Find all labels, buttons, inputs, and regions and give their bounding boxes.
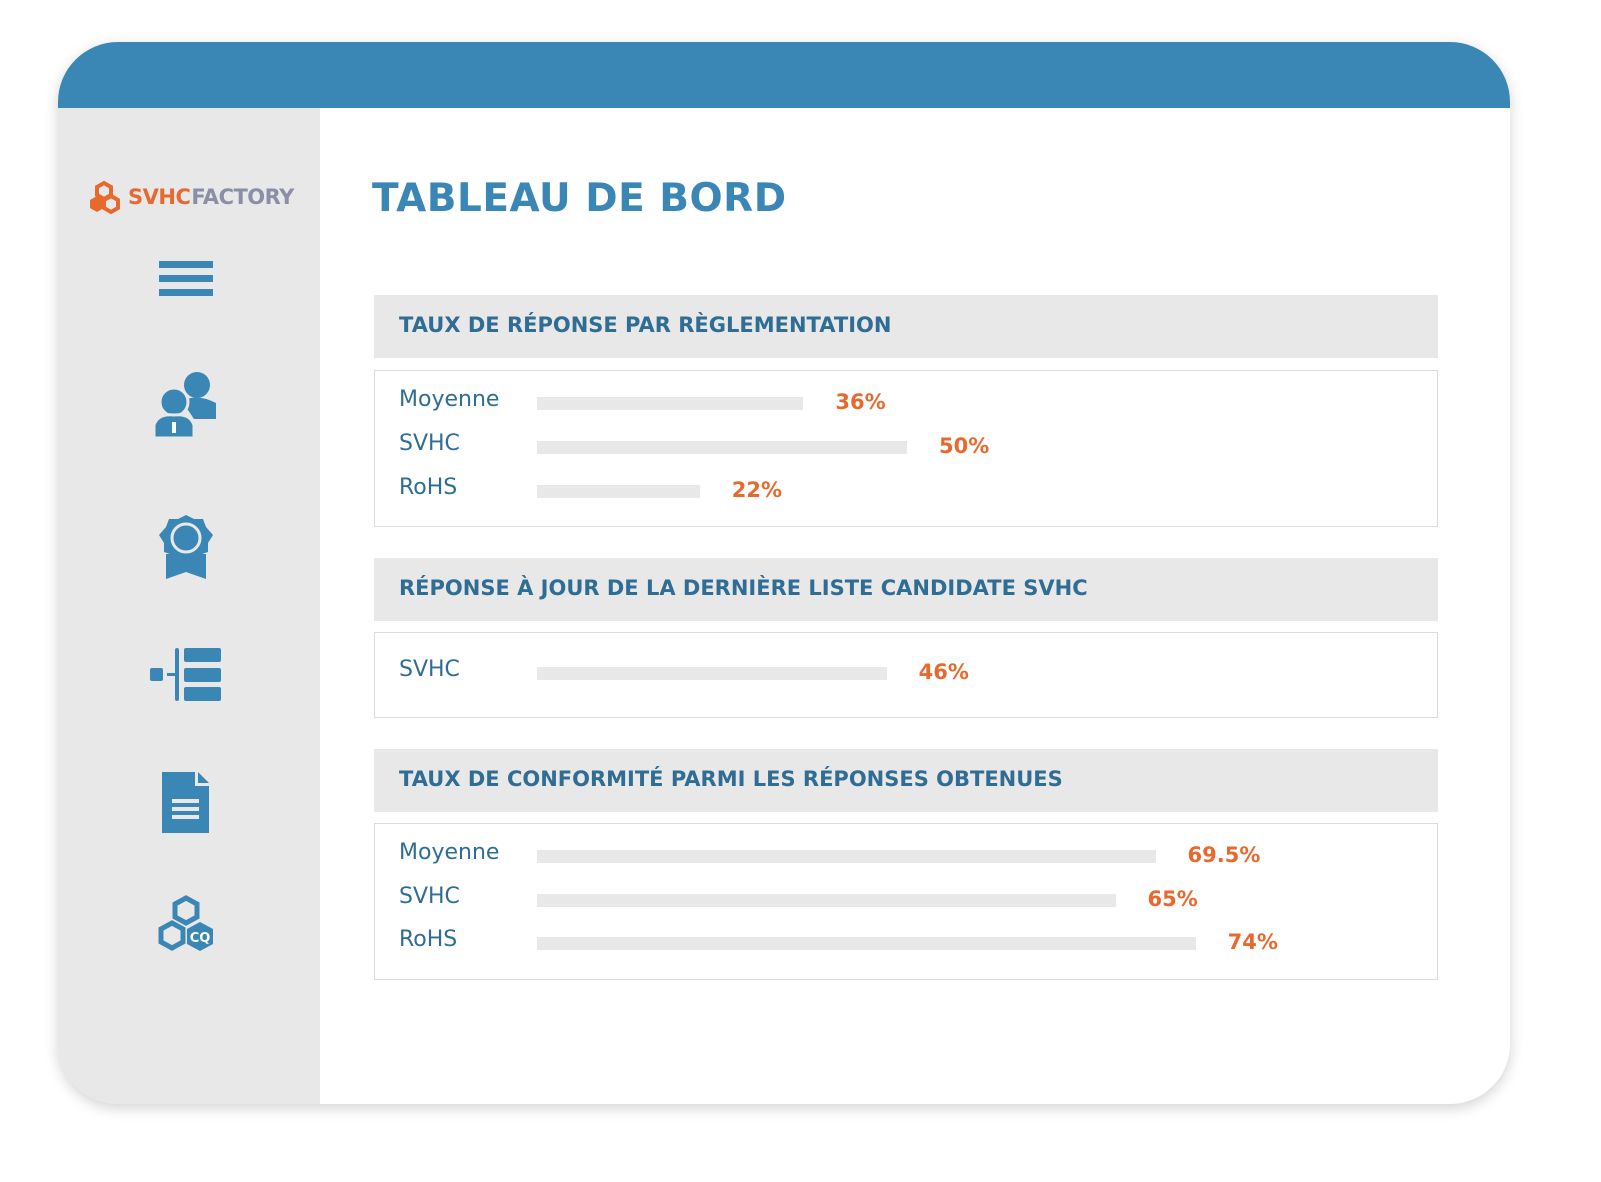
bar-label: Moyenne (399, 840, 500, 865)
svg-text:CQ: CQ (190, 931, 211, 946)
page-title: TABLEAU DE BORD (372, 176, 787, 221)
section-header-response-rate: TAUX DE RÉPONSE PAR RÈGLEMENTATION (374, 295, 1438, 358)
progress-bar (537, 441, 907, 454)
percent-value: 65% (1147, 887, 1198, 911)
bar-row: RoHS 22% (375, 475, 1437, 505)
percent-value: 74% (1227, 930, 1278, 954)
sidebar-item-hierarchy[interactable] (146, 640, 226, 710)
bar-row: SVHC 65% (375, 884, 1437, 914)
hexagon-logo-icon (90, 180, 120, 214)
top-bar (58, 42, 1510, 108)
sidebar-item-documents[interactable] (146, 768, 226, 838)
section-header-compliance-rate: TAUX DE CONFORMITÉ PARMI LES RÉPONSES OB… (374, 749, 1438, 812)
progress-bar (537, 850, 1156, 863)
sidebar-item-menu[interactable] (146, 244, 226, 314)
section-title: TAUX DE CONFORMITÉ PARMI LES RÉPONSES OB… (399, 767, 1063, 791)
progress-bar (537, 667, 887, 680)
logo[interactable]: SVHC FACTORY (86, 180, 294, 214)
sidebar-item-cq[interactable]: CQ (146, 890, 226, 960)
bar-label: SVHC (399, 657, 460, 682)
bar-row: Moyenne 36% (375, 387, 1437, 417)
bar-label: RoHS (399, 475, 458, 500)
progress-bar (537, 397, 804, 410)
progress-bar (537, 894, 1116, 907)
bar-row: SVHC 50% (375, 431, 1437, 461)
section-title: RÉPONSE À JOUR DE LA DERNIÈRE LISTE CAND… (399, 576, 1088, 600)
cq-hexagon-icon: CQ (158, 895, 213, 951)
bar-label: RoHS (399, 927, 458, 952)
section-title: TAUX DE RÉPONSE PAR RÈGLEMENTATION (399, 313, 892, 337)
section-header-candidate-list: RÉPONSE À JOUR DE LA DERNIÈRE LISTE CAND… (374, 558, 1438, 621)
bar-label: SVHC (399, 431, 460, 456)
bar-row: Moyenne 69.5% (375, 840, 1437, 870)
sidebar: SVHC FACTORY (58, 108, 320, 1104)
users-icon (154, 372, 216, 439)
tree-list-icon (150, 648, 221, 701)
progress-bar (537, 937, 1196, 950)
document-icon (162, 772, 209, 833)
sidebar-item-users[interactable] (146, 370, 226, 440)
logo-text-svhc: SVHC (128, 185, 191, 209)
dashboard-window: SVHC FACTORY (58, 42, 1510, 1104)
bar-row: RoHS 74% (375, 927, 1437, 957)
percent-value: 46% (918, 660, 969, 684)
bar-label: Moyenne (399, 387, 500, 412)
bar-row: SVHC 46% (375, 657, 1437, 687)
percent-value: 69.5% (1187, 843, 1261, 867)
logo-text-factory: FACTORY (191, 185, 294, 209)
menu-icon (159, 261, 213, 296)
certificate-icon (159, 515, 213, 579)
percent-value: 22% (731, 478, 783, 502)
section-candidate-list: SVHC 46% (374, 632, 1438, 718)
percent-value: 50% (939, 434, 990, 458)
sidebar-item-certificates[interactable] (146, 512, 226, 582)
section-response-rate: Moyenne 36% SVHC 50% RoHS 22% (374, 370, 1438, 527)
percent-value: 36% (835, 390, 886, 414)
bar-label: SVHC (399, 884, 460, 909)
progress-bar (537, 485, 700, 498)
section-compliance-rate: Moyenne 69.5% SVHC 65% RoHS 74% (374, 823, 1438, 980)
